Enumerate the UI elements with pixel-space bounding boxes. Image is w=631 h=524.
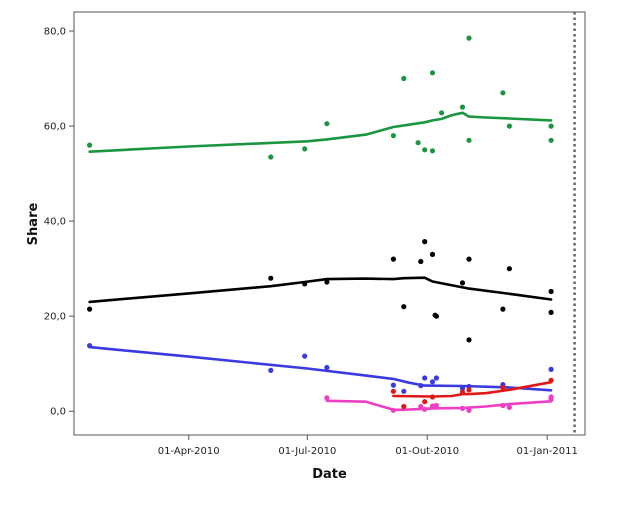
- trend-line: [88, 276, 553, 304]
- y-tick-label: 60,0: [44, 122, 66, 133]
- data-point: [459, 104, 466, 110]
- trend-lines: [88, 111, 553, 412]
- data-point: [500, 306, 506, 312]
- data-point: [548, 123, 554, 129]
- data-point: [548, 137, 554, 143]
- data-point: [429, 403, 436, 409]
- data-point: [466, 256, 472, 262]
- data-point: [401, 75, 407, 82]
- data-point: [466, 337, 472, 343]
- data-point: [324, 121, 330, 127]
- trend-line: [88, 111, 553, 153]
- y-tick-label: 80,0: [44, 27, 66, 38]
- data-point: [506, 266, 512, 272]
- data-point: [268, 275, 274, 281]
- y-axis-title: Share: [26, 203, 41, 246]
- data-point: [268, 367, 274, 373]
- data-point: [415, 140, 421, 146]
- data-point: [422, 239, 428, 245]
- x-axis-title: Date: [312, 467, 347, 482]
- data-point: [466, 137, 472, 143]
- plot-area: [73, 11, 586, 436]
- data-point: [429, 379, 436, 385]
- data-point: [500, 384, 506, 391]
- data-point: [302, 281, 308, 287]
- data-point: [429, 251, 436, 257]
- data-point: [401, 388, 407, 394]
- trend-line: [88, 345, 553, 392]
- data-point: [548, 377, 554, 383]
- data-point: [324, 364, 330, 371]
- trend-line: [325, 399, 553, 412]
- data-point: [418, 258, 424, 265]
- data-point: [401, 403, 407, 410]
- data-point: [459, 280, 466, 286]
- trend-line: [392, 380, 553, 398]
- x-tick-label: 01-Out-2010: [395, 446, 459, 457]
- data-point: [466, 387, 472, 393]
- data-point: [466, 407, 472, 413]
- data-point: [401, 304, 407, 310]
- x-tick-label: 01-Jan-2011: [517, 446, 578, 457]
- x-axis: 01-Apr-2010 01-Jul-2010 01-Out-2010 01-Jan-…: [158, 435, 578, 457]
- data-point: [466, 35, 472, 41]
- data-point: [548, 309, 554, 315]
- data-point: [429, 394, 436, 400]
- data-point: [500, 402, 506, 409]
- data-point: [390, 256, 396, 262]
- data-point: [87, 343, 93, 349]
- plot-frame: [73, 11, 586, 436]
- data-point: [422, 399, 428, 405]
- data-point: [500, 90, 506, 96]
- data-point: [87, 142, 93, 148]
- data-point: [548, 366, 554, 372]
- x-tick-label: 01-Apr-2010: [158, 446, 220, 457]
- data-point: [429, 70, 436, 76]
- data-point: [548, 394, 554, 400]
- data-point: [418, 383, 424, 389]
- data-point: [429, 148, 436, 154]
- data-point: [422, 375, 428, 381]
- y-tick-label: 40,0: [44, 217, 66, 228]
- data-point: [390, 133, 396, 139]
- data-point: [324, 279, 330, 285]
- data-point: [433, 375, 439, 381]
- data-point: [459, 405, 466, 411]
- data-point: [390, 388, 396, 394]
- data-points: [87, 35, 554, 413]
- data-point: [433, 402, 439, 409]
- data-point: [459, 385, 466, 391]
- data-point: [87, 306, 93, 312]
- data-point: [268, 154, 274, 160]
- data-point: [302, 353, 308, 359]
- data-point: [433, 313, 439, 319]
- y-axis: 0,0 20,0 40,0 60,0 80,0: [44, 27, 74, 418]
- data-point: [422, 406, 428, 412]
- data-point: [439, 110, 445, 116]
- data-point: [459, 389, 466, 395]
- data-point: [390, 382, 396, 388]
- data-point: [324, 395, 330, 401]
- data-point: [506, 404, 512, 410]
- y-tick-label: 0,0: [50, 407, 66, 418]
- x-tick-label: 01-Jul-2010: [278, 446, 336, 457]
- data-point: [422, 147, 428, 153]
- data-point: [302, 146, 308, 152]
- data-point: [390, 407, 396, 413]
- data-point: [506, 123, 512, 129]
- data-point: [548, 288, 554, 295]
- data-point: [418, 403, 424, 410]
- y-tick-label: 20,0: [44, 312, 66, 323]
